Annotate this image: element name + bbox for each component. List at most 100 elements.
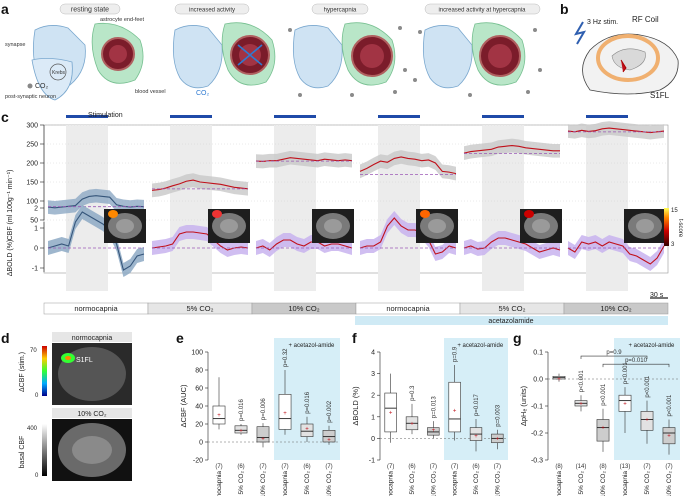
delta-cbf-min: 0 xyxy=(35,393,39,399)
y-tick-label: 0 xyxy=(199,440,203,447)
cbf-tick-label: 150 xyxy=(26,180,38,187)
cbf-line xyxy=(359,156,457,175)
y-tick-label: 0.0 xyxy=(533,377,543,384)
box xyxy=(596,419,610,442)
brain-inset-core xyxy=(636,219,654,233)
p-value-label: p<0.001 xyxy=(601,383,607,406)
acetazolamide-band xyxy=(355,316,668,325)
condition-label: 5% CO₂ xyxy=(498,304,525,313)
box-mean: + xyxy=(496,436,500,442)
n-label: (13) xyxy=(620,464,631,470)
rf-coil-ring xyxy=(596,34,660,82)
p-value-label: p=0.017 xyxy=(474,393,480,416)
y-tick-label: 0.1 xyxy=(533,350,543,357)
box xyxy=(427,427,440,436)
category-label: 10% CO₂ xyxy=(326,471,333,496)
brain-inset-activation xyxy=(108,210,118,218)
box xyxy=(256,426,270,443)
n-label: (6) xyxy=(472,464,479,470)
n-label: (6) xyxy=(303,464,310,470)
n-label: (7) xyxy=(451,464,458,470)
y-tick-label: -20 xyxy=(193,458,203,465)
tscore-label: t-score xyxy=(677,219,683,238)
stim-bar xyxy=(170,115,212,118)
n-label: (7) xyxy=(215,464,222,470)
vessel-lumen xyxy=(109,45,127,63)
category-label: normocapnia xyxy=(556,471,563,496)
tscore-colorbar xyxy=(664,208,669,246)
panel-c-timecourses: Stimulation 300 250 200 150 100 50 2 1 0 -1 CBF … xyxy=(7,112,683,325)
box xyxy=(662,427,676,445)
bold-line xyxy=(151,231,249,251)
bracket-label: p=0.9 xyxy=(606,350,622,356)
panel-d-mri: normocapnia S1FL 10% CO₂ 70 0 ΔCBF (stim… xyxy=(19,332,132,481)
rat-brain-drawing xyxy=(611,48,646,71)
panel-letter-g: g xyxy=(513,330,522,346)
neuron-label: post-synaptic neuron xyxy=(5,94,56,100)
y-tick-label: 60 xyxy=(195,386,203,393)
cbf-sem-band xyxy=(48,188,144,215)
category-label: 5% CO₂ xyxy=(409,471,416,495)
stim-shade xyxy=(378,125,420,291)
category-label: 10% CO₂ xyxy=(260,471,267,496)
cbf-tick-label: 200 xyxy=(26,161,38,168)
mri-top-activation-core xyxy=(65,356,71,360)
bold-axis-label: ΔBOLD (%) xyxy=(7,240,14,277)
state-title-hypercapnia: hypercapnia xyxy=(324,8,357,14)
box-mean: + xyxy=(453,408,457,414)
y-tick-label: 100 xyxy=(191,350,203,357)
box-mean: + xyxy=(239,428,243,434)
bracket xyxy=(580,355,648,360)
stimulation-bars xyxy=(66,115,628,118)
acetazolamide-note: + acetazol-amide xyxy=(628,343,675,349)
n-label: (8) xyxy=(599,464,606,470)
cbf-line xyxy=(463,144,560,154)
cbf-plot-frame xyxy=(43,124,669,274)
y-tick-label: 20 xyxy=(195,422,203,429)
mri-bottom-cortex xyxy=(72,436,112,464)
stimulation-label: Stimulation xyxy=(88,112,123,119)
category-label: normocapnia xyxy=(388,471,395,496)
condition-label: 10% CO₂ xyxy=(288,304,319,313)
delta-cbf-max: 70 xyxy=(30,348,37,354)
stim-label: 3 Hz stim. xyxy=(587,19,618,26)
basal-cbf-min: 0 xyxy=(35,473,39,479)
n-label: (14) xyxy=(576,464,587,470)
state-activity-hypercapnia: increased activity at hypercapnia xyxy=(422,3,541,89)
panel-letter-b: b xyxy=(560,1,569,17)
category-label: 10% CO₂ xyxy=(666,471,673,496)
bracket xyxy=(602,363,670,368)
stim-shade xyxy=(274,125,316,291)
n-label: (7) xyxy=(259,464,266,470)
p-value-label: p=0.016 xyxy=(305,391,311,414)
postsynaptic-neuron xyxy=(31,58,73,101)
box xyxy=(300,423,314,437)
condition-label: 10% CO₂ xyxy=(600,304,631,313)
n-label: (7) xyxy=(281,464,288,470)
n-label: (8) xyxy=(555,464,562,470)
box-mean: + xyxy=(217,413,221,419)
n-label: (7) xyxy=(643,464,650,470)
bold-line xyxy=(47,211,145,271)
bold-line xyxy=(567,241,665,265)
category-label: normocapnia xyxy=(282,471,289,496)
box-mean: + xyxy=(557,377,561,383)
delta-cbf-colorbar xyxy=(42,346,47,396)
y-tick-label: -1 xyxy=(369,458,375,465)
category-label: 5% CO₂ xyxy=(473,471,480,495)
p-value-label: p=0.013 xyxy=(431,396,437,419)
bold-sem-band xyxy=(568,235,664,271)
brain-inset-activation xyxy=(524,210,534,218)
acetazolamide-note: + acetazol-amide xyxy=(457,343,504,349)
basal-cbf-label: basal CBF xyxy=(19,436,26,469)
synapse-label: synapse xyxy=(5,42,26,48)
acetazolamide-label: acetazolamide xyxy=(488,318,533,325)
category-label: normocapnia xyxy=(622,471,629,496)
y-tick-label: -0.2 xyxy=(531,431,543,438)
box xyxy=(384,392,397,433)
brain-inset-core xyxy=(532,219,550,233)
s1fl-label: S1FL xyxy=(650,91,670,100)
panel-letter-f: f xyxy=(352,330,357,346)
brain-inset-activation xyxy=(420,210,430,218)
y-axis-label: ΔpHₑ (units) xyxy=(519,385,528,426)
